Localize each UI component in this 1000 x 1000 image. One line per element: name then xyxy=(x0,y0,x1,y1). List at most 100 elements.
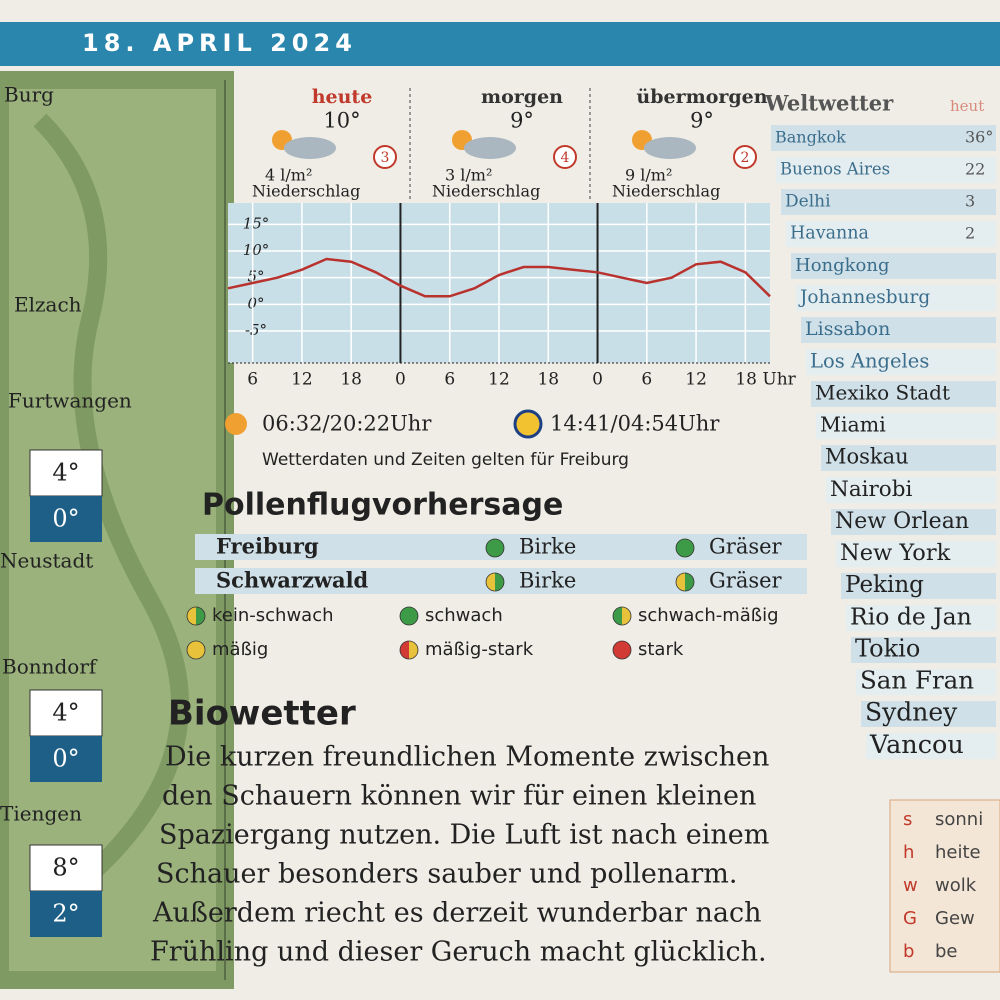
region: Schwarzwald xyxy=(216,568,369,593)
city-row xyxy=(816,413,996,439)
key-text: Gew xyxy=(935,908,975,929)
x-tick-label: 18 xyxy=(340,370,362,390)
bio-text: den Schauern können wir für einen kleine… xyxy=(162,781,756,812)
temp-low: 0° xyxy=(52,505,79,533)
pollen-icon xyxy=(622,641,631,659)
key-box xyxy=(889,799,1000,973)
region: Freiburg xyxy=(216,534,319,559)
temperature-line xyxy=(227,257,771,298)
rain-label: Niederschlag xyxy=(612,182,720,201)
x-tick-label: 18 xyxy=(537,370,559,390)
pollen-icon xyxy=(187,641,196,659)
key-text: be xyxy=(935,941,958,962)
x-tick-label: 12 xyxy=(685,370,707,390)
city-name: New York xyxy=(840,540,951,566)
place-name: Burg xyxy=(4,83,54,107)
city-row xyxy=(841,573,996,599)
x-tick-label: 12 xyxy=(291,370,313,390)
pollen-icon xyxy=(613,641,622,659)
y-tick-label: 15° xyxy=(243,214,270,232)
pollen-icon xyxy=(486,573,495,591)
place-name: Tiengen xyxy=(0,802,82,826)
x-tick-label: 6 xyxy=(444,370,455,390)
moonrise-moonset: 14:41/04:54Uhr xyxy=(550,412,720,436)
city-name: Bangkok xyxy=(775,128,846,147)
rain-label: Niederschlag xyxy=(432,182,540,201)
place-name: Furtwangen xyxy=(8,389,132,413)
pollen-title: Pollenflugvorhersage xyxy=(202,488,563,523)
city-row xyxy=(796,285,996,311)
pollen-icon-ring xyxy=(675,538,695,558)
city-name: Hongkong xyxy=(795,255,890,276)
city-temp: 3 xyxy=(965,192,975,211)
city-row xyxy=(791,253,996,279)
city-row xyxy=(821,445,996,471)
pollen-icon xyxy=(685,573,694,591)
pollen-icon xyxy=(622,607,631,625)
city-row xyxy=(851,637,996,663)
day-temp: 9° xyxy=(510,109,534,133)
wind-circle xyxy=(733,145,757,169)
place-name: Elzach xyxy=(14,293,82,317)
city-row xyxy=(831,509,996,535)
city-row xyxy=(806,349,996,375)
pollen-icon xyxy=(400,641,409,659)
wind-strength: 3 xyxy=(381,150,390,166)
temp-high: 4° xyxy=(52,459,79,487)
plant: Birke xyxy=(519,569,576,593)
key-code: w xyxy=(903,875,918,896)
city-name: Delhi xyxy=(785,192,831,212)
legend-label: mäßig-stark xyxy=(425,639,534,660)
rain-amount: 9 l/m² xyxy=(625,166,672,185)
rain-amount: 3 l/m² xyxy=(445,166,492,185)
city-temp: 36° xyxy=(965,128,993,147)
bio-text: Spaziergang nutzen. Die Luft ist nach ei… xyxy=(159,820,769,851)
city-name: Moskau xyxy=(825,445,909,469)
city-temp: 2 xyxy=(965,224,975,243)
x-tick-label: 6 xyxy=(641,370,652,390)
x-tick-label: 18 Uhr xyxy=(735,370,796,390)
pollen-icon-ring xyxy=(485,538,505,558)
x-tick-label: 0 xyxy=(395,370,406,390)
city-row xyxy=(776,157,996,183)
pollen-icon-ring xyxy=(612,606,632,626)
temp-box-low xyxy=(30,496,102,542)
pollen-icon-ring xyxy=(485,572,505,592)
moon-icon xyxy=(513,409,543,439)
city-name: Nairobi xyxy=(830,477,912,502)
cloud-icon xyxy=(284,137,336,159)
pollen-icon xyxy=(685,539,694,557)
rain-amount: 4 l/m² xyxy=(265,166,312,185)
sunrise-sunset: 06:32/20:22Uhr xyxy=(262,412,432,436)
pollen-icon-ring xyxy=(186,640,206,660)
day-temp: 9° xyxy=(690,109,714,133)
city-temp: 22 xyxy=(965,160,985,179)
pollen-icon xyxy=(676,573,685,591)
day-name: übermorgen xyxy=(636,86,767,108)
temp-high: 8° xyxy=(52,854,79,882)
plant: Gräser xyxy=(709,569,783,593)
pollen-icon xyxy=(495,539,504,557)
temp-low: 2° xyxy=(52,900,79,928)
pollen-icon-ring xyxy=(399,606,419,626)
pollen-icon xyxy=(613,607,622,625)
bio-text: Frühling und dieser Geruch macht glückli… xyxy=(150,937,767,968)
city-name: Lissabon xyxy=(805,318,890,340)
key-code: s xyxy=(903,809,912,830)
city-name: Havanna xyxy=(790,224,869,244)
x-tick-label: 12 xyxy=(488,370,510,390)
key-code: b xyxy=(903,941,914,962)
y-tick-label: 0° xyxy=(247,294,264,312)
city-name: Buenos Aires xyxy=(780,160,890,179)
legend-label: mäßig xyxy=(212,639,268,660)
pollen-icon xyxy=(409,641,418,659)
city-row xyxy=(786,221,996,247)
city-row xyxy=(846,605,996,631)
world-title: Weltwetter xyxy=(764,91,894,116)
city-row xyxy=(771,125,996,151)
city-row xyxy=(856,669,996,695)
pollen-icon xyxy=(486,539,495,557)
pollen-icon xyxy=(495,573,504,591)
pollen-icon xyxy=(409,607,418,625)
city-name: Tokio xyxy=(855,635,920,663)
